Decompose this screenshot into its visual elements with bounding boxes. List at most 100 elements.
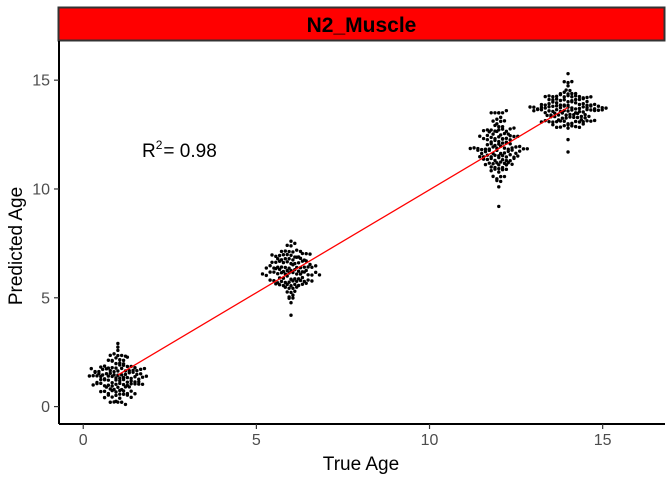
data-point xyxy=(106,378,111,382)
data-point xyxy=(295,272,299,276)
data-point xyxy=(285,243,289,248)
data-point xyxy=(310,265,314,269)
data-point xyxy=(91,383,95,387)
data-point xyxy=(510,148,514,152)
data-point xyxy=(562,95,566,99)
data-point xyxy=(118,358,122,362)
data-point xyxy=(577,120,582,124)
data-point xyxy=(119,366,124,371)
data-point xyxy=(575,111,580,116)
data-point xyxy=(140,375,145,379)
data-point xyxy=(498,179,503,184)
data-point xyxy=(562,123,566,128)
data-point xyxy=(112,369,116,374)
data-point xyxy=(308,262,312,267)
data-point xyxy=(504,163,509,167)
data-point xyxy=(495,129,499,134)
data-point xyxy=(99,377,103,382)
x-tick-label: 5 xyxy=(252,432,261,449)
data-point xyxy=(543,106,547,110)
data-point xyxy=(554,101,559,105)
data-point xyxy=(114,390,118,394)
data-point xyxy=(121,377,126,382)
data-point xyxy=(566,126,570,130)
data-point xyxy=(110,359,114,363)
data-point xyxy=(575,115,580,120)
data-point xyxy=(502,146,507,150)
data-point xyxy=(300,259,305,263)
data-point xyxy=(554,107,559,112)
data-point xyxy=(566,80,570,85)
data-point xyxy=(479,151,484,156)
data-point xyxy=(118,392,122,396)
data-point xyxy=(300,282,305,286)
data-point xyxy=(289,290,293,295)
data-point xyxy=(489,165,493,169)
data-point xyxy=(483,149,488,154)
x-axis-title: True Age xyxy=(323,454,399,475)
data-point xyxy=(500,124,505,129)
data-point xyxy=(577,125,582,130)
data-point xyxy=(112,352,116,356)
data-point xyxy=(493,167,497,171)
data-point xyxy=(539,105,544,110)
data-point xyxy=(493,158,497,163)
data-point xyxy=(296,269,301,273)
data-point xyxy=(287,286,291,290)
data-point xyxy=(491,119,495,123)
data-point xyxy=(481,136,486,141)
r-squared-value: = 0.98 xyxy=(163,141,216,162)
data-point xyxy=(508,153,512,157)
data-point xyxy=(547,94,551,98)
data-point xyxy=(545,113,549,118)
data-point xyxy=(570,100,574,104)
data-point xyxy=(543,94,547,99)
data-point xyxy=(123,402,128,407)
data-point xyxy=(562,98,566,102)
data-point xyxy=(110,388,114,393)
data-point xyxy=(543,110,547,115)
data-point xyxy=(568,115,572,119)
data-point xyxy=(279,271,284,275)
y-axis-title: Predicted Age xyxy=(6,187,27,305)
data-point xyxy=(302,270,307,274)
data-point xyxy=(504,155,509,159)
data-point xyxy=(581,96,585,101)
data-point xyxy=(140,382,145,386)
data-point xyxy=(504,129,509,133)
data-point xyxy=(306,278,310,282)
data-point xyxy=(498,151,503,156)
data-point xyxy=(478,155,482,159)
data-point xyxy=(293,289,297,293)
data-point xyxy=(510,162,514,167)
data-point xyxy=(291,293,295,297)
data-point xyxy=(497,166,501,171)
data-point xyxy=(487,130,491,134)
data-point xyxy=(577,94,582,99)
data-point xyxy=(497,111,501,115)
data-point xyxy=(310,273,314,277)
data-point xyxy=(589,95,593,99)
data-point xyxy=(589,104,593,108)
data-point xyxy=(129,389,133,393)
data-point xyxy=(295,279,299,283)
data-point xyxy=(508,134,512,138)
data-point xyxy=(268,278,272,282)
data-point xyxy=(116,353,120,358)
data-point xyxy=(572,115,576,120)
data-point xyxy=(102,378,107,382)
data-point xyxy=(572,112,576,117)
data-point xyxy=(566,123,570,127)
data-point xyxy=(551,95,555,99)
data-point xyxy=(476,148,480,152)
data-point xyxy=(289,313,293,317)
data-point xyxy=(106,358,111,362)
data-point xyxy=(279,279,284,284)
data-point xyxy=(277,253,282,258)
data-point xyxy=(528,105,532,109)
data-point xyxy=(300,251,305,256)
data-point xyxy=(127,371,131,375)
data-point xyxy=(125,375,130,380)
data-point xyxy=(114,366,118,370)
data-point xyxy=(554,97,559,101)
